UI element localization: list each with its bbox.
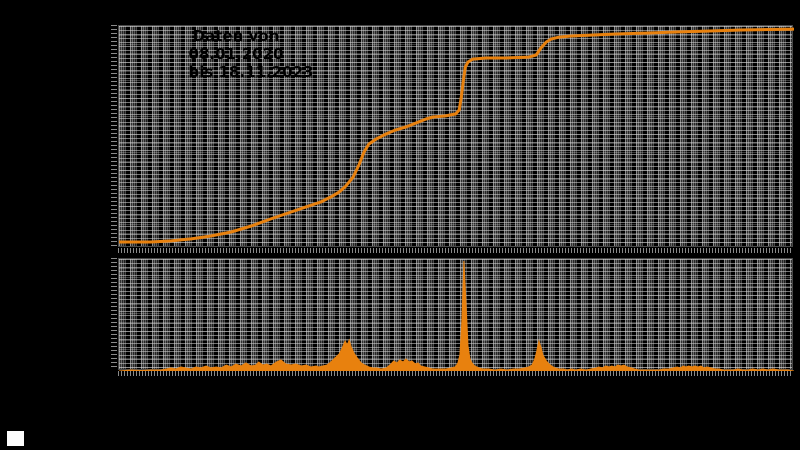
- date-range-line1: Daten von 08.01.2020: [188, 27, 284, 63]
- date-range-line2: bis 18.11.2023: [188, 63, 314, 81]
- top-panel-bottom-ticks: [118, 248, 793, 253]
- bottom-panel-histogram: [118, 258, 794, 371]
- top-panel-cumulative: [118, 25, 794, 247]
- top-panel-left-ticks: [111, 25, 117, 247]
- cumulative-line: [119, 27, 794, 244]
- histogram-svg: [119, 260, 794, 371]
- bottom-panel-left-ticks: [111, 258, 117, 370]
- date-range-annotation: Daten von 08.01.2020 bis 18.11.2023: [148, 27, 324, 81]
- white-square: [7, 431, 24, 446]
- cumulative-svg: [119, 27, 794, 244]
- bottom-panel-bottom-ticks: [118, 371, 793, 376]
- histogram-area: [119, 260, 794, 371]
